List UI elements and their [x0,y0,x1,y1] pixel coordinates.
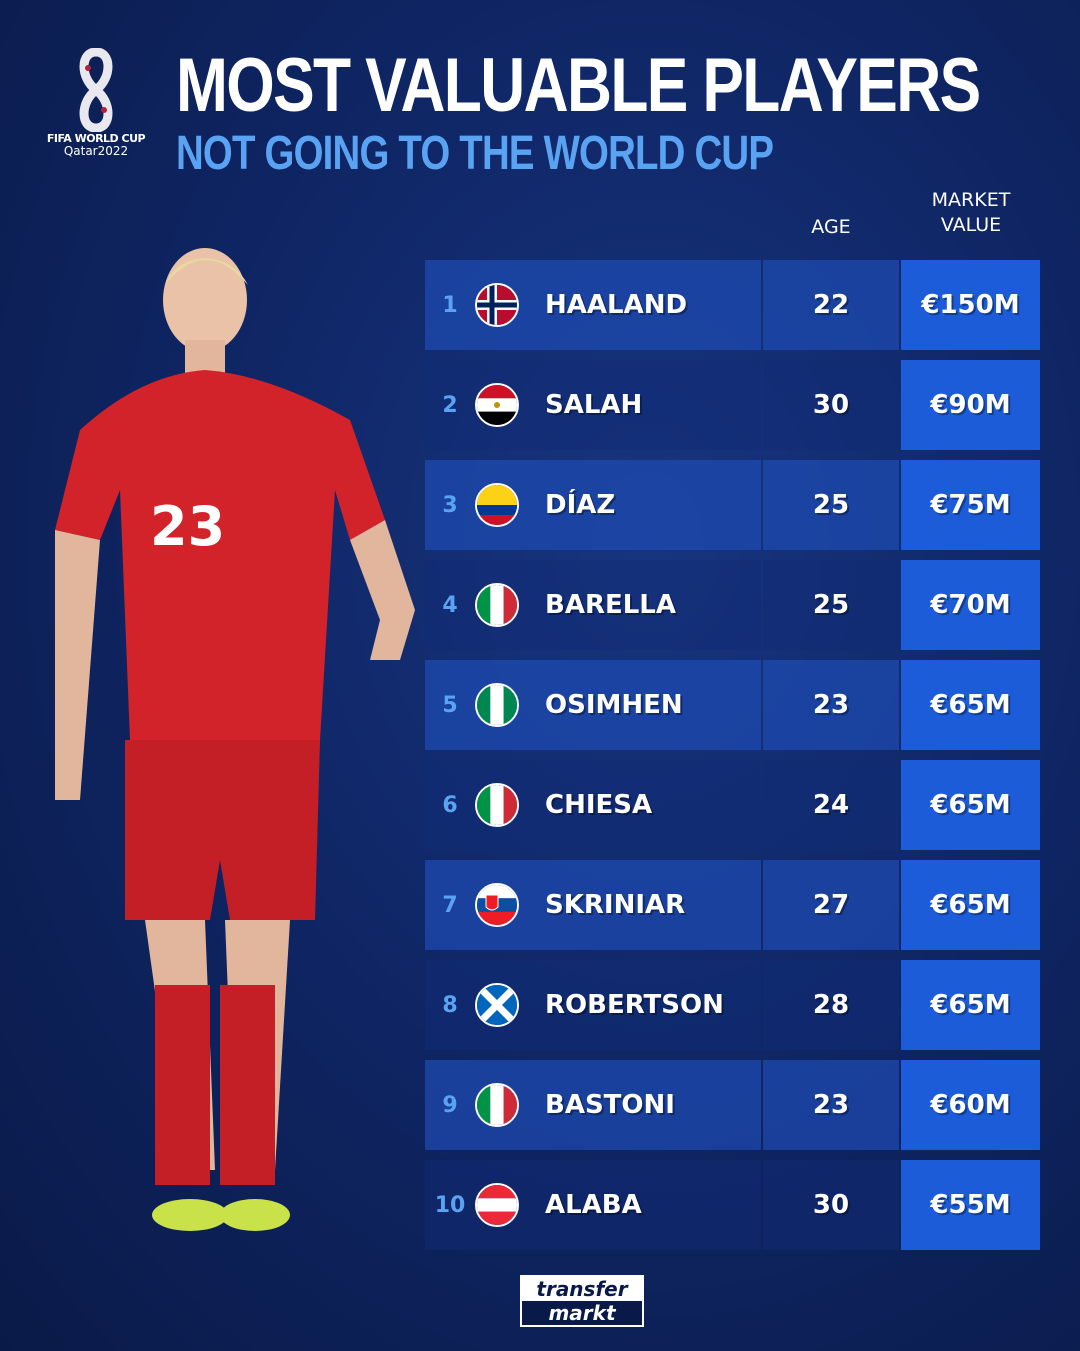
player-age: 30 [812,1190,850,1220]
flag-slovakia-icon [475,883,519,927]
player-cell: 3 DÍAZ [425,460,761,550]
market-value: €70M [930,590,1011,620]
player-name: ALABA [545,1190,642,1220]
player-name: DÍAZ [545,490,616,520]
market-value-cell: €65M [901,760,1040,850]
market-value-cell: €70M [901,560,1040,650]
player-cell: 4 BARELLA [425,560,761,650]
flag-nigeria-icon [475,683,519,727]
flag-norway-icon [475,283,519,327]
flag-austria-icon [475,1183,519,1227]
rank: 2 [442,392,458,418]
player-age: 25 [812,490,850,520]
player-name: SALAH [545,390,643,420]
trophy-icon [79,48,113,132]
player-name: HAALAND [545,290,688,320]
player-name: BASTONI [545,1090,675,1120]
rank: 4 [442,592,458,618]
player-name: ROBERTSON [545,990,724,1020]
age-cell: 30 [763,1160,899,1250]
transfermarkt-logo: transfer markt [520,1275,644,1327]
player-age: 28 [812,990,850,1020]
table-row: 3 DÍAZ 25 €75M [425,460,1040,550]
market-value: €65M [930,890,1011,920]
table-row: 2 SALAH 30 €90M [425,360,1040,450]
market-value: €90M [930,390,1011,420]
age-cell: 28 [763,960,899,1050]
flag-italy-icon [475,783,519,827]
player-cell: 7 SKRINIAR [425,860,761,950]
player-cell: 2 SALAH [425,360,761,450]
age-cell: 27 [763,860,899,950]
market-value-cell: €60M [901,1060,1040,1150]
market-value-cell: €75M [901,460,1040,550]
rank: 9 [442,1092,458,1118]
market-value-cell: €90M [901,360,1040,450]
rank: 1 [442,292,458,318]
market-value: €65M [930,790,1011,820]
player-cell: 6 CHIESA [425,760,761,850]
player-age: 30 [812,390,850,420]
rank: 10 [434,1192,466,1218]
player-cell: 8 ROBERTSON [425,960,761,1050]
market-value: €150M [921,290,1020,320]
flag-scotland-icon [475,983,519,1027]
page-subtitle: NOT GOING TO THE WORLD CUP [176,127,774,180]
table-row: 1 HAALAND 22 €150M [425,260,1040,350]
market-value: €60M [930,1090,1011,1120]
player-cell: 9 BASTONI [425,1060,761,1150]
player-name: SKRINIAR [545,890,686,920]
market-value-column-header: MARKET VALUE [931,189,1011,236]
player-age: 27 [812,890,850,920]
table-row: 9 BASTONI 23 €60M [425,1060,1040,1150]
rank: 8 [442,992,458,1018]
player-cell: 5 OSIMHEN [425,660,761,750]
age-cell: 24 [763,760,899,850]
market-value-cell: €65M [901,660,1040,750]
page-title: MOST VALUABLE PLAYERS [176,43,981,128]
table-row: 6 CHIESA 24 €65M [425,760,1040,850]
table-row: 10 ALABA 30 €55M [425,1160,1040,1250]
market-value: €65M [930,990,1011,1020]
player-cell: 10 ALABA [425,1160,761,1250]
market-value: €65M [930,690,1011,720]
age-cell: 30 [763,360,899,450]
player-age: 23 [812,1090,850,1120]
flag-colombia-icon [475,483,519,527]
market-value-cell: €55M [901,1160,1040,1250]
player-photo: 23 [55,248,415,1231]
table-row: 5 OSIMHEN 23 €65M [425,660,1040,750]
age-cell: 25 [763,560,899,650]
rank: 5 [442,692,458,718]
market-value: €55M [930,1190,1011,1220]
flag-egypt-icon [475,383,519,427]
flag-italy-icon [475,583,519,627]
market-value-cell: €150M [901,260,1040,350]
player-age: 22 [812,290,850,320]
market-value-cell: €65M [901,960,1040,1050]
table-row: 7 SKRINIAR 27 €65M [425,860,1040,950]
flag-italy-icon [475,1083,519,1127]
rank: 3 [442,492,458,518]
player-name: BARELLA [545,590,676,620]
svg-text:23: 23 [150,495,225,558]
player-cell: 1 HAALAND [425,260,761,350]
fifa-world-cup-logo: FIFA WORLD CUP Qatar2022 [46,48,146,157]
age-cell: 23 [763,660,899,750]
age-cell: 23 [763,1060,899,1150]
player-name: CHIESA [545,790,653,820]
age-cell: 25 [763,460,899,550]
age-cell: 22 [763,260,899,350]
rank: 6 [442,792,458,818]
table-row: 8 ROBERTSON 28 €65M [425,960,1040,1050]
market-value-cell: €65M [901,860,1040,950]
table-row: 4 BARELLA 25 €70M [425,560,1040,650]
player-age: 24 [812,790,850,820]
player-age: 23 [812,690,850,720]
rank: 7 [442,892,458,918]
player-age: 25 [812,590,850,620]
age-column-header: AGE [811,216,851,238]
market-value: €75M [930,490,1011,520]
player-name: OSIMHEN [545,690,683,720]
